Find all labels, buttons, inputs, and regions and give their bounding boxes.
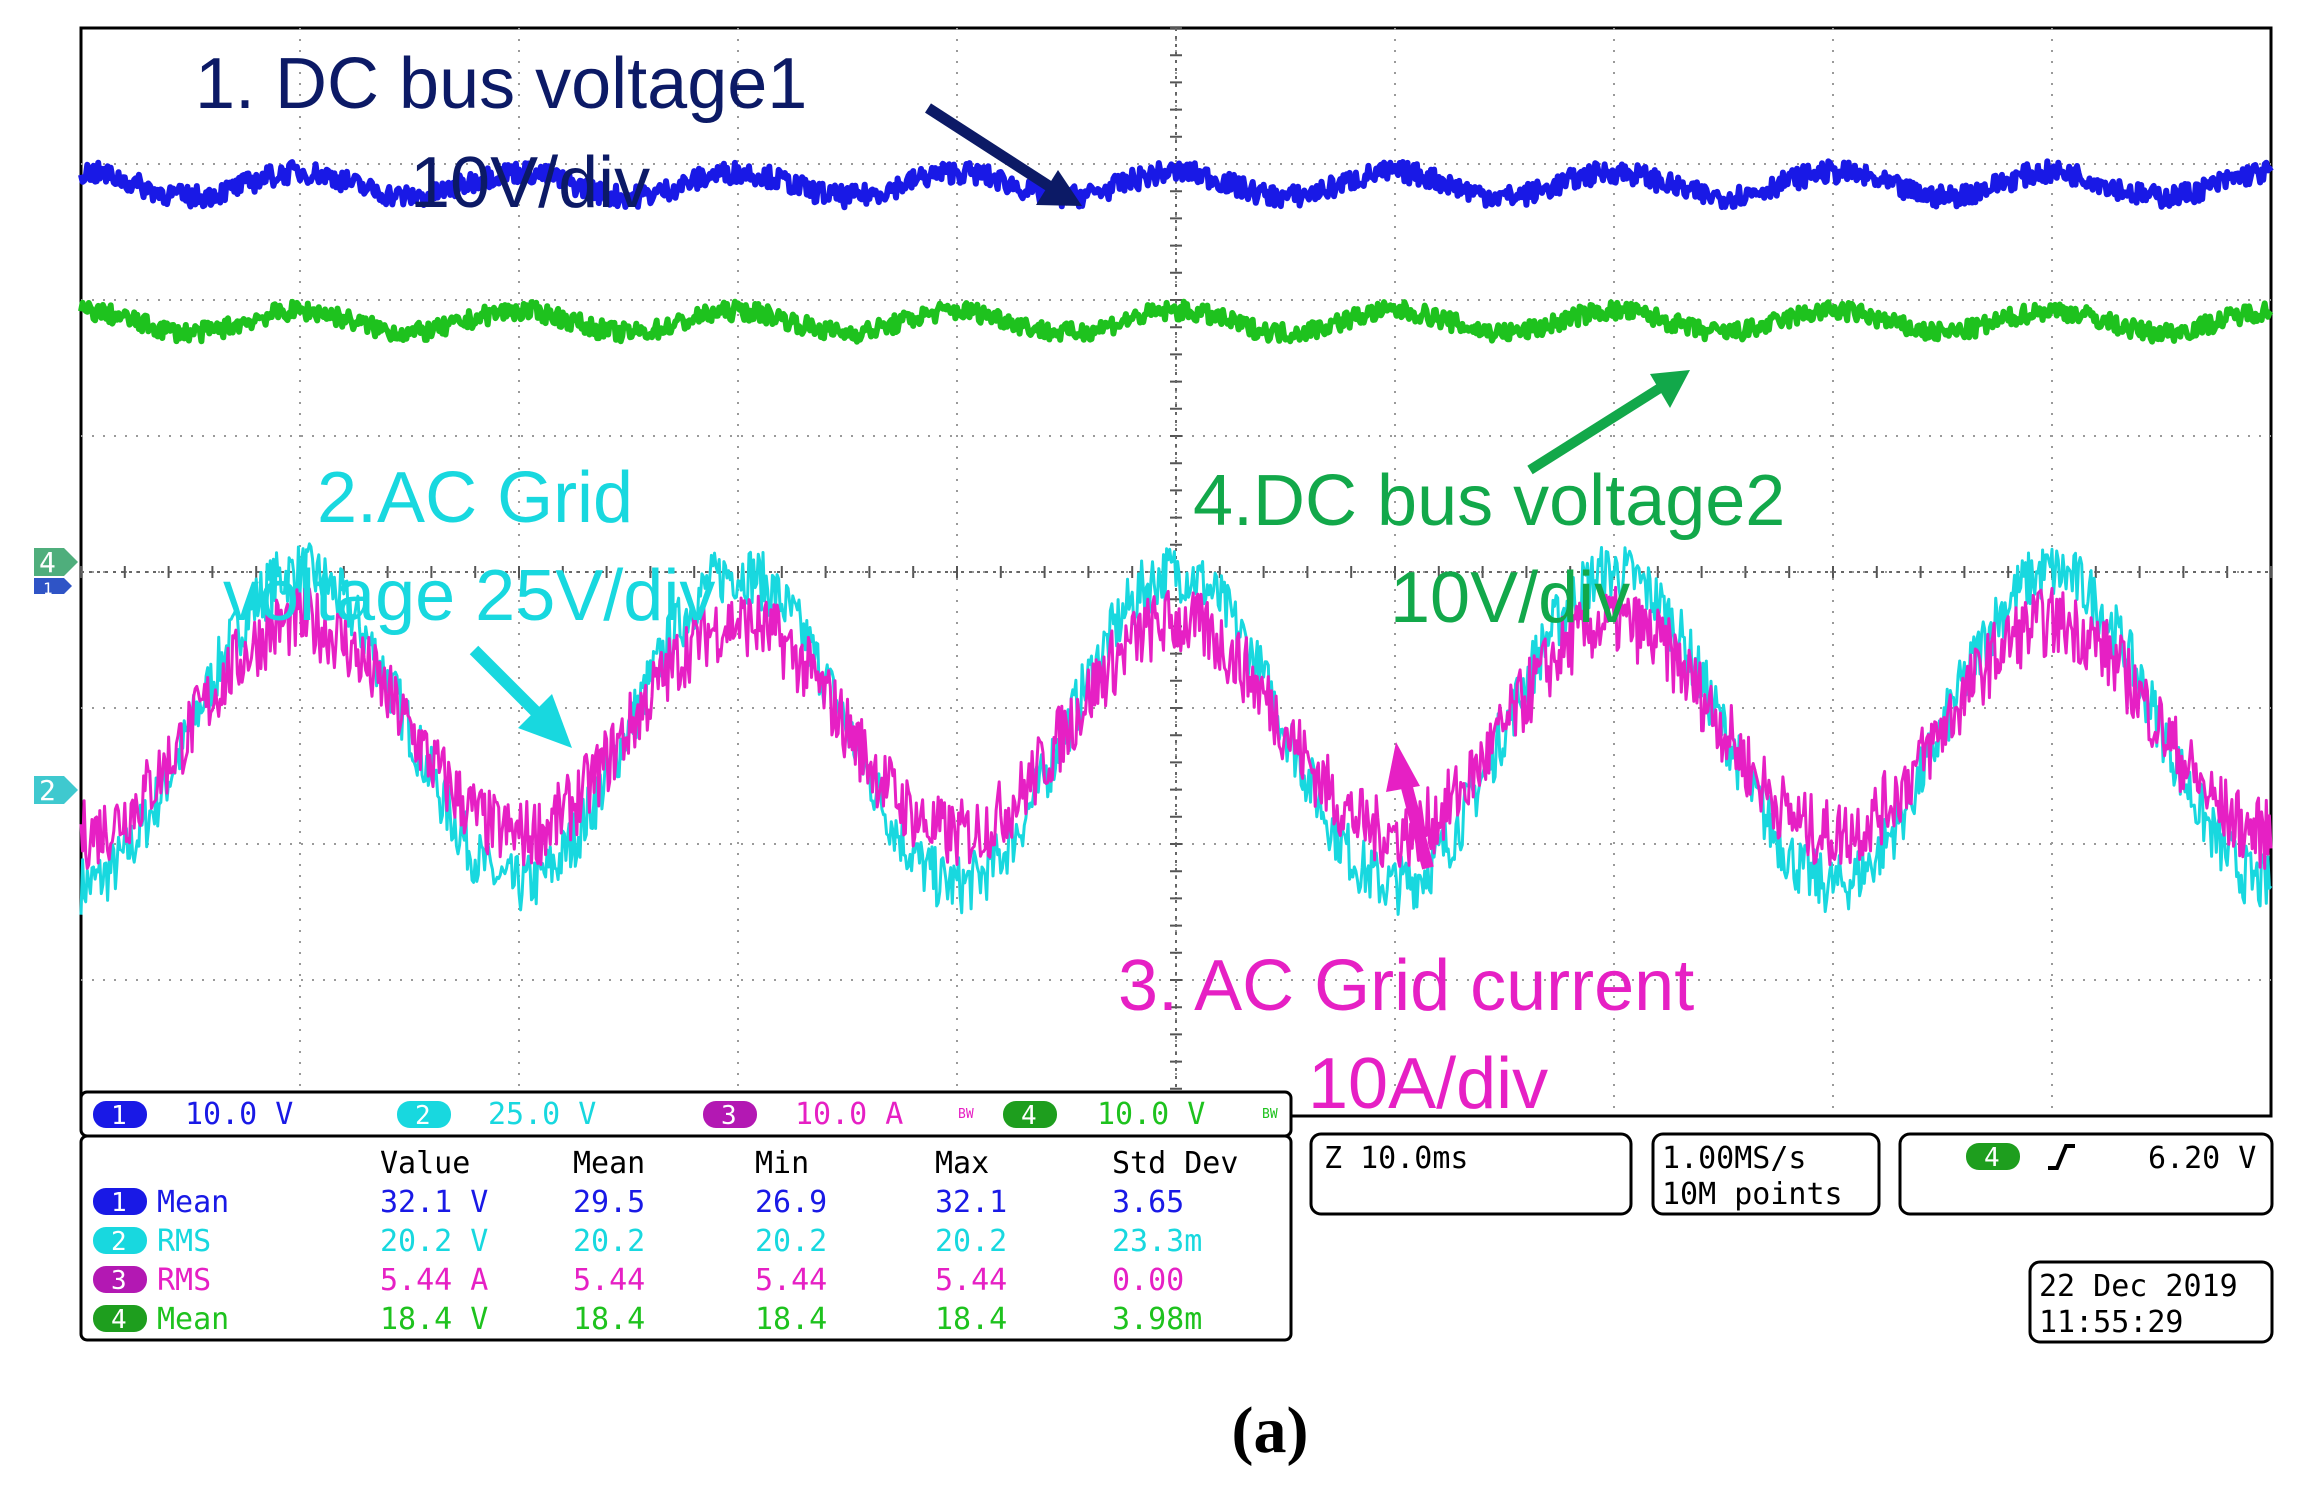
svg-text:4: 4 [111, 1305, 127, 1335]
trigger-box: 4 6.20 V [1898, 1132, 2274, 1216]
measurement-table: Value Mean Min Max Std Dev 1 Mean 32.1 V… [79, 1134, 1293, 1342]
svg-text:1: 1 [111, 1101, 127, 1131]
svg-text:18.4: 18.4 [755, 1302, 827, 1337]
svg-text:Min: Min [755, 1146, 809, 1181]
trace-ch3 [79, 585, 2273, 870]
svg-text:18.4: 18.4 [573, 1302, 645, 1337]
trace-ch4 [78, 298, 2274, 345]
svg-text:2: 2 [39, 774, 56, 807]
svg-text:18.4: 18.4 [935, 1302, 1007, 1337]
svg-text:10.0 V: 10.0 V [1097, 1097, 1205, 1132]
annotation-ch4: 4.DC bus voltage2 10V/div [1193, 370, 1785, 638]
svg-text:25.0 V: 25.0 V [488, 1097, 596, 1132]
acquisition-box: 1.00MS/s 10M points [1651, 1132, 1881, 1216]
svg-text:20.2: 20.2 [755, 1224, 827, 1259]
annotation-ch2-line2: voltage 25V/div [223, 556, 715, 636]
svg-text:22 Dec 2019: 22 Dec 2019 [2039, 1269, 2238, 1304]
measurement-row-ch1: 1 Mean 32.1 V 29.5 26.9 32.1 3.65 [93, 1185, 1184, 1220]
svg-text:0.00: 0.00 [1112, 1263, 1184, 1298]
channel-markers: 4 1 2 [34, 546, 78, 807]
measurement-row-ch4: 4 Mean 18.4 V 18.4 18.4 18.4 3.98m [93, 1302, 1202, 1337]
timebase-box: Z 10.0ms [1309, 1132, 1633, 1216]
svg-text:Z 10.0ms: Z 10.0ms [1324, 1141, 1469, 1176]
svg-text:4: 4 [1984, 1143, 2000, 1173]
svg-text:29.5: 29.5 [573, 1185, 645, 1220]
svg-text:5.44: 5.44 [755, 1263, 827, 1298]
svg-text:3: 3 [721, 1101, 737, 1131]
ch2-marker: 2 [34, 774, 78, 807]
svg-text:5.44 A: 5.44 A [380, 1263, 488, 1298]
svg-text:32.1: 32.1 [935, 1185, 1007, 1220]
annotation-ch1-line1: 1. DC bus voltage1 [195, 44, 807, 124]
svg-text:2: 2 [111, 1227, 127, 1257]
svg-text:10.0 V: 10.0 V [185, 1097, 293, 1132]
annotation-ch4-line2: 10V/div [1390, 558, 1630, 638]
svg-text:1: 1 [43, 579, 53, 598]
annotation-ch2-line1: 2.AC Grid [317, 458, 633, 538]
svg-text:3.65: 3.65 [1112, 1185, 1184, 1220]
svg-text:11:55:29: 11:55:29 [2039, 1305, 2184, 1340]
ch1-marker: 1 [34, 578, 72, 598]
datetime-box: 22 Dec 2019 11:55:29 [2028, 1260, 2274, 1344]
trace-ch1 [78, 158, 2274, 211]
svg-text:Mean: Mean [573, 1146, 645, 1181]
svg-text:BW: BW [1262, 1107, 1278, 1122]
ch4-marker: 4 [34, 546, 78, 579]
svg-text:1: 1 [111, 1188, 127, 1218]
svg-text:18.4 V: 18.4 V [380, 1302, 488, 1337]
annotation-ch1: 1. DC bus voltage1 10V/div [195, 44, 1082, 223]
annotation-ch1-line2: 10V/div [410, 143, 650, 223]
svg-text:20.2: 20.2 [573, 1224, 645, 1259]
svg-text:RMS: RMS [157, 1224, 211, 1259]
rising-edge-icon [2048, 1144, 2075, 1170]
svg-text:20.2: 20.2 [935, 1224, 1007, 1259]
scale-ch2: 2 25.0 V [397, 1097, 596, 1132]
annotation-ch3-line1: 3. AC Grid current [1118, 946, 1694, 1026]
svg-text:10M points: 10M points [1662, 1177, 1843, 1212]
svg-text:20.2 V: 20.2 V [380, 1224, 488, 1259]
measurement-row-ch2: 2 RMS 20.2 V 20.2 20.2 20.2 23.3m [93, 1224, 1202, 1259]
svg-text:3.98m: 3.98m [1112, 1302, 1202, 1337]
annotation-ch3-line2: 10A/div [1308, 1044, 1548, 1124]
svg-text:5.44: 5.44 [573, 1263, 645, 1298]
svg-text:Mean: Mean [157, 1302, 229, 1337]
svg-text:32.1 V: 32.1 V [380, 1185, 488, 1220]
scale-ch4: 4 10.0 V BW [1003, 1097, 1278, 1132]
waveform-traces [78, 158, 2274, 916]
svg-text:26.9: 26.9 [755, 1185, 827, 1220]
annotation-ch4-line1: 4.DC bus voltage2 [1193, 461, 1785, 541]
annotation-ch2: 2.AC Grid voltage 25V/div [223, 458, 715, 748]
svg-text:1.00MS/s: 1.00MS/s [1662, 1141, 1807, 1176]
svg-text:BW: BW [958, 1107, 974, 1122]
measurement-row-ch3: 3 RMS 5.44 A 5.44 5.44 5.44 0.00 [93, 1263, 1184, 1298]
svg-text:23.3m: 23.3m [1112, 1224, 1202, 1259]
scale-ch3: 3 10.0 A BW [703, 1097, 974, 1132]
svg-text:RMS: RMS [157, 1263, 211, 1298]
channel-scale-bar: 1 10.0 V 2 25.0 V 3 10.0 A BW 4 10.0 V B… [79, 1090, 1293, 1138]
scale-ch1: 1 10.0 V [93, 1097, 293, 1132]
svg-text:Std Dev: Std Dev [1112, 1146, 1238, 1181]
svg-text:Max: Max [935, 1146, 989, 1181]
figure-caption: (a) [1232, 1394, 1309, 1467]
measurement-headers: Value Mean Min Max Std Dev [380, 1146, 1238, 1181]
svg-text:5.44: 5.44 [935, 1263, 1007, 1298]
annotation-ch3: 3. AC Grid current 10A/div [1118, 742, 1694, 1124]
svg-text:Value: Value [380, 1146, 470, 1181]
svg-text:3: 3 [111, 1266, 127, 1296]
svg-text:4: 4 [39, 546, 56, 579]
svg-text:2: 2 [415, 1101, 431, 1131]
svg-text:4: 4 [1021, 1101, 1037, 1131]
svg-text:Mean: Mean [157, 1185, 229, 1220]
svg-text:10.0 A: 10.0 A [795, 1097, 903, 1132]
svg-text:6.20 V: 6.20 V [2148, 1141, 2256, 1176]
